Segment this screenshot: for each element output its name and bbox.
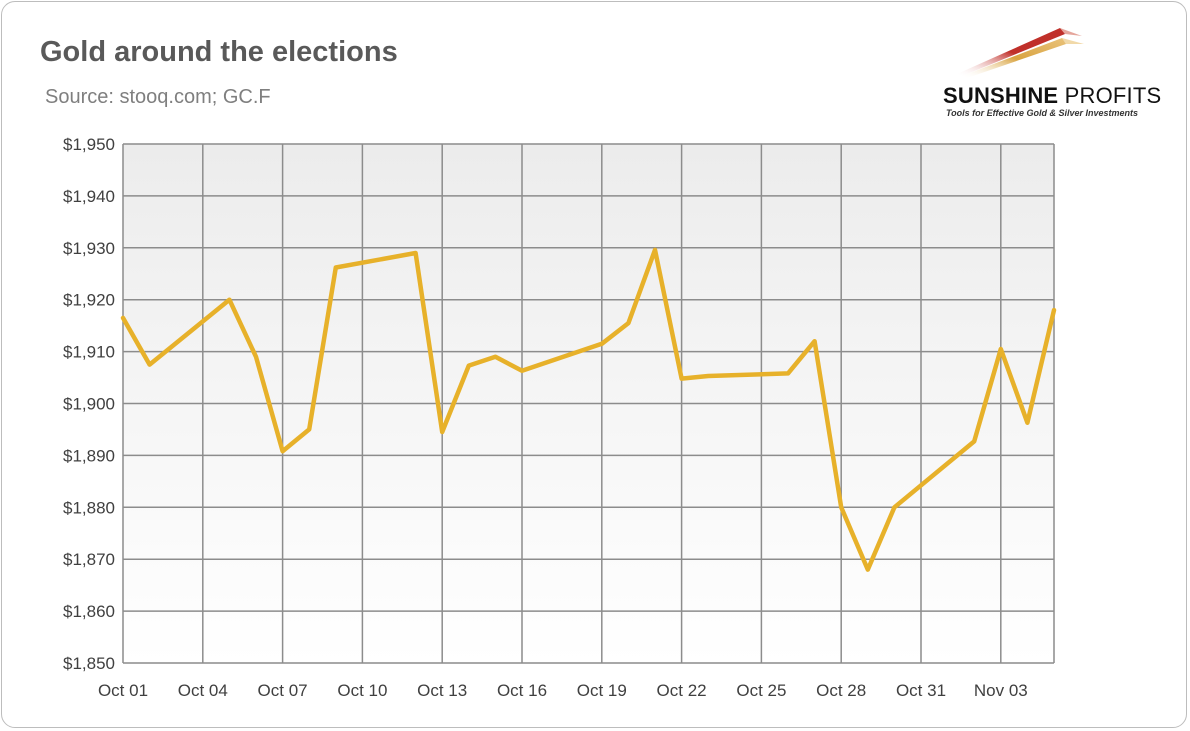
sunshine-profits-logo: SUNSHINE PROFITS Tools for Effective Gol… [932, 22, 1177, 122]
x-tick-label: Oct 07 [258, 681, 308, 700]
x-tick-label: Oct 28 [816, 681, 866, 700]
y-tick-label: $1,860 [63, 602, 115, 621]
y-tick-label: $1,920 [63, 291, 115, 310]
y-axis-ticks: $1,850 $1,860 $1,870 $1,880 $1,890 $1,900 $1,9… [63, 135, 115, 673]
x-tick-label: Oct 25 [736, 681, 786, 700]
y-tick-label: $1,950 [63, 135, 115, 154]
x-tick-label: Oct 16 [497, 681, 547, 700]
x-axis-ticks: Oct 01 Oct 04 Oct 07 Oct 10 Oct 13 Oct 16 Oct … [98, 681, 1028, 700]
x-tick-label: Oct 31 [896, 681, 946, 700]
gridlines [122, 143, 1055, 664]
chart-title: Gold around the elections [40, 36, 398, 68]
y-tick-label: $1,930 [63, 239, 115, 258]
y-tick-label: $1,900 [63, 395, 115, 414]
y-tick-label: $1,940 [63, 187, 115, 206]
x-tick-label: Oct 22 [657, 681, 707, 700]
logo-wordmark: SUNSHINE PROFITS [943, 83, 1162, 108]
x-tick-label: Oct 04 [178, 681, 228, 700]
logo-swoosh-icon [957, 28, 1084, 78]
x-tick-label: Oct 01 [98, 681, 148, 700]
x-tick-label: Oct 10 [337, 681, 387, 700]
chart-source: Source: stooq.com; GC.F [45, 86, 271, 108]
y-tick-label: $1,890 [63, 446, 115, 465]
y-tick-label: $1,870 [63, 550, 115, 569]
y-tick-label: $1,880 [63, 498, 115, 517]
x-tick-label: Nov 03 [974, 681, 1028, 700]
x-tick-label: Oct 19 [577, 681, 627, 700]
y-tick-label: $1,910 [63, 343, 115, 362]
y-tick-label: $1,850 [63, 654, 115, 673]
logo-tagline: Tools for Effective Gold & Silver Invest… [946, 108, 1139, 118]
x-tick-label: Oct 13 [417, 681, 467, 700]
series-line-gold-price [120, 247, 1057, 572]
